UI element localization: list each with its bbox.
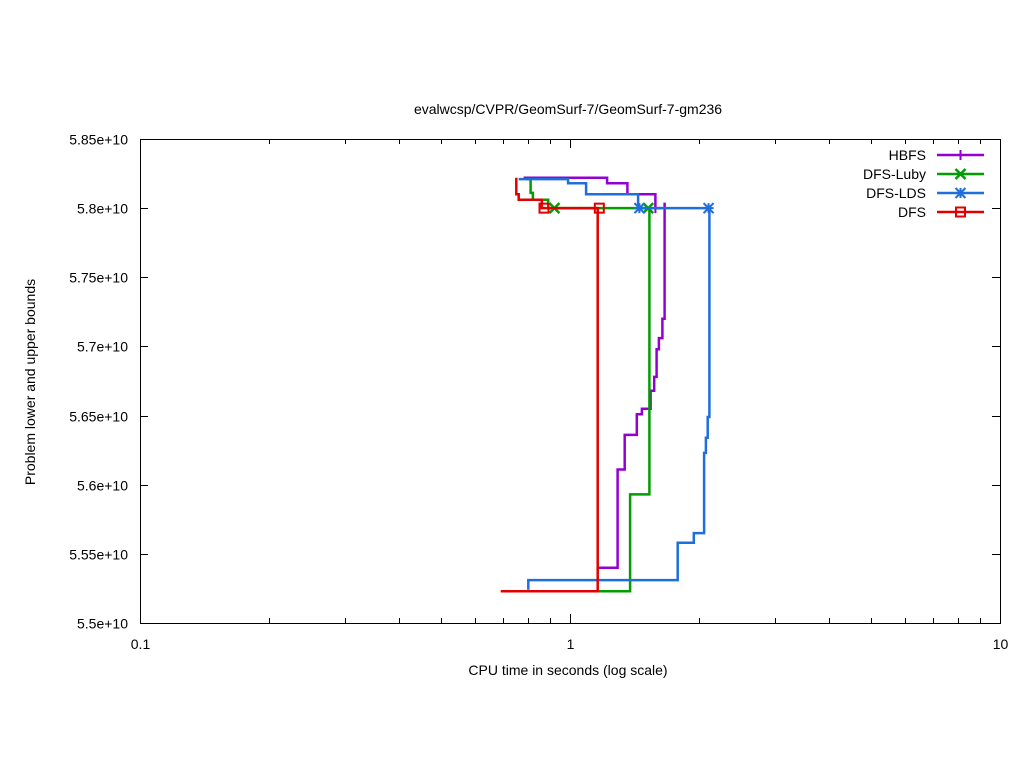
series-dfs-luby-lower-bound-line: [597, 208, 651, 593]
x-tick-label: 10: [993, 636, 1009, 652]
legend-marker: [955, 150, 966, 160]
y-tick-label: 5.85e+10: [69, 132, 128, 148]
y-tick-label: 5.8e+10: [77, 201, 128, 217]
series-dfs-upper-bound-line: [515, 177, 600, 210]
series-hbfs: [523, 176, 666, 569]
legend-label: DFS: [898, 204, 926, 220]
series-dfs-lds: [518, 177, 715, 590]
series-dfs-marker: [538, 202, 550, 214]
legend-label: DFS-LDS: [866, 185, 926, 201]
y-tick-label: 5.6e+10: [77, 478, 128, 494]
series-dfs-lds-lower-bound-line: [527, 208, 711, 590]
series-dfs-lds-marker: [633, 202, 646, 214]
legend: HBFS DFS-Luby DFS-LDS DFS: [863, 147, 984, 220]
tick-labels: 5.5e+10 5.55e+10 5.6e+10 5.65e+10 5.7e+10 5.7…: [69, 132, 1008, 653]
legend-label: HBFS: [889, 147, 926, 163]
series-dfs-lower-bound-line: [500, 208, 599, 593]
series-dfs: [500, 177, 605, 593]
legend-item-hbfs: HBFS: [889, 147, 984, 163]
legend-marker: [954, 168, 967, 180]
legend-marker: [954, 187, 967, 199]
series-dfs-luby: [526, 177, 655, 593]
x-tick-label: 0.1: [131, 636, 151, 652]
series-dfs-lds-marker: [702, 202, 715, 214]
series-layer: [500, 176, 715, 593]
legend-item-dfs-lds: DFS-LDS: [866, 185, 984, 201]
y-tick-label: 5.5e+10: [77, 616, 128, 632]
chart-title: evalwcsp/CVPR/GeomSurf-7/GeomSurf-7-gm23…: [414, 101, 722, 117]
plot-frame: [140, 139, 1001, 624]
y-tick-label: 5.65e+10: [69, 409, 128, 425]
y-tick-label: 5.75e+10: [69, 270, 128, 286]
y-tick-label: 5.55e+10: [69, 547, 128, 563]
legend-label: DFS-Luby: [863, 166, 926, 182]
y-axis-label: Problem lower and upper bounds: [22, 279, 38, 485]
legend-marker: [955, 206, 966, 218]
x-axis-label: CPU time in seconds (log scale): [468, 662, 667, 678]
series-dfs-marker: [593, 202, 605, 214]
x-tick-label: 1: [567, 636, 575, 652]
axis-ticks: [140, 139, 1001, 624]
legend-item-dfs-luby: DFS-Luby: [863, 166, 984, 182]
legend-item-dfs: DFS: [898, 204, 984, 220]
y-tick-label: 5.7e+10: [77, 339, 128, 355]
